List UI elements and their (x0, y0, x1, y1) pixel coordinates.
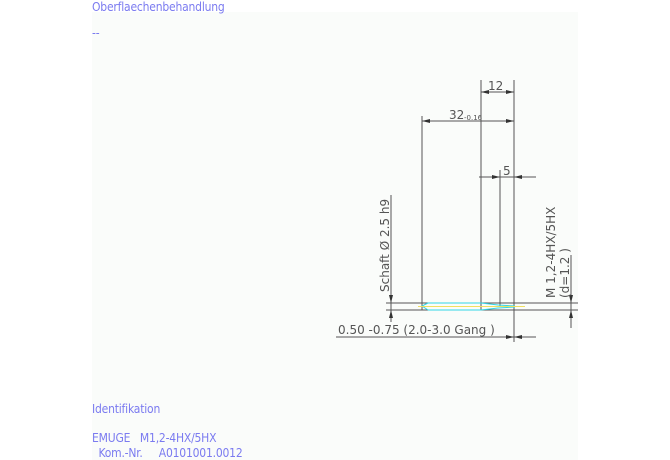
dim-label-32-tolerance: -0.16 (464, 114, 483, 122)
dim-label-12: 12 (488, 79, 503, 93)
arrowheads (389, 90, 573, 339)
dim-label-5: 5 (503, 164, 511, 178)
identification-line-1: EMUGE M1,2-4HX/5HX (92, 431, 217, 445)
drawing-sheet (92, 12, 578, 460)
identification-line-2: Kom.-Nr. A0101001.0012 (92, 446, 243, 460)
thread-label: M 1,2-4HX/5HX (544, 207, 558, 298)
surface-treatment-label: Oberflaechenbehandlung (92, 0, 225, 14)
dim-label-32: 32 (449, 108, 464, 122)
chamfer-note: 0.50 -0.75 (2.0-3.0 Gang ) (338, 323, 495, 337)
identification-heading: Identifikation (92, 402, 161, 416)
surface-treatment-value: -- (92, 26, 100, 40)
shank-label: Schaft Ø 2.5 h9 (378, 199, 392, 292)
thread-diameter-label: (d=1.2 ) (558, 248, 572, 298)
